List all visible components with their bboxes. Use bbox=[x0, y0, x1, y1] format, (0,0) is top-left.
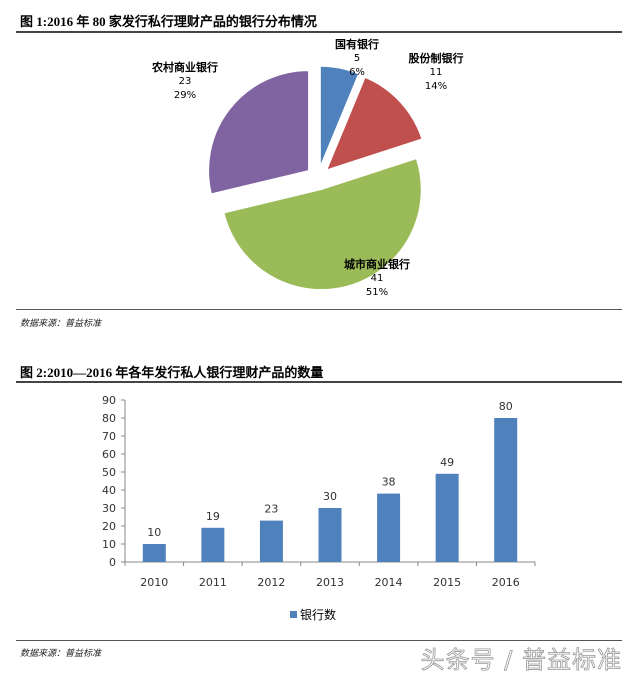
svg-text:80: 80 bbox=[102, 412, 116, 425]
svg-text:2016: 2016 bbox=[492, 576, 520, 589]
pie-label-city-commercial-banks: 城市商业银行 41 51% bbox=[344, 258, 410, 298]
bar-2012 bbox=[259, 520, 283, 562]
svg-text:2012: 2012 bbox=[257, 576, 285, 589]
svg-text:60: 60 bbox=[102, 448, 116, 461]
figure2-bottom-rule bbox=[16, 640, 622, 641]
figure1-title: 图 1:2016 年 80 家发行私行理财产品的银行分布情况 bbox=[20, 14, 317, 29]
bar-legend: 银行数 bbox=[290, 606, 336, 623]
pie-label-rural-commercial-banks: 农村商业银行 23 29% bbox=[152, 61, 218, 101]
watermark: 头条号 / 普益标准 bbox=[420, 646, 622, 675]
svg-text:50: 50 bbox=[102, 466, 116, 479]
figure1-source: 数据来源：普益标准 bbox=[20, 319, 102, 329]
svg-text:2011: 2011 bbox=[199, 576, 227, 589]
bar-2011 bbox=[201, 527, 225, 562]
legend-swatch-icon bbox=[290, 611, 297, 618]
svg-text:30: 30 bbox=[323, 490, 337, 503]
figure2-title: 图 2:2010—2016 年各年发行私人银行理财产品的数量 bbox=[20, 365, 324, 380]
svg-text:0: 0 bbox=[109, 556, 116, 569]
svg-text:20: 20 bbox=[102, 520, 116, 533]
figure2-source: 数据来源：普益标准 bbox=[20, 649, 102, 659]
figure1-bottom-rule bbox=[16, 309, 622, 310]
pie-slice-1 bbox=[325, 76, 423, 171]
pie-label-joint-stock-banks: 股份制银行 11 14% bbox=[408, 52, 464, 92]
svg-text:23: 23 bbox=[264, 503, 278, 516]
bar-2010 bbox=[142, 544, 166, 562]
bar-2014 bbox=[377, 493, 401, 562]
bar-2016 bbox=[494, 418, 518, 562]
svg-text:10: 10 bbox=[147, 526, 161, 539]
svg-text:2010: 2010 bbox=[140, 576, 168, 589]
svg-text:70: 70 bbox=[102, 430, 116, 443]
svg-text:30: 30 bbox=[102, 502, 116, 515]
svg-text:2013: 2013 bbox=[316, 576, 344, 589]
legend-label: 银行数 bbox=[300, 608, 337, 622]
bar-2015 bbox=[435, 473, 459, 562]
bar-2013 bbox=[318, 508, 342, 562]
pie-slice-2 bbox=[223, 158, 422, 291]
svg-text:90: 90 bbox=[102, 394, 116, 407]
svg-text:40: 40 bbox=[102, 484, 116, 497]
figure2-top-rule bbox=[16, 381, 622, 383]
figure1-top-rule bbox=[16, 31, 622, 33]
svg-text:2014: 2014 bbox=[375, 576, 403, 589]
bar-chart: 0 10 20 30 40 50 60 70 80 90 10 2010 19 2011 23 2012 30 2… bbox=[102, 394, 536, 589]
svg-text:80: 80 bbox=[499, 400, 513, 413]
pie-label-state-banks: 国有银行 5 6% bbox=[335, 38, 379, 78]
svg-text:2015: 2015 bbox=[433, 576, 461, 589]
pie-chart bbox=[208, 65, 423, 291]
svg-text:19: 19 bbox=[206, 510, 220, 523]
pie-slice-3 bbox=[208, 70, 310, 195]
pie-slice-0 bbox=[319, 65, 360, 167]
svg-text:10: 10 bbox=[102, 538, 116, 551]
svg-text:49: 49 bbox=[440, 456, 454, 469]
svg-text:38: 38 bbox=[382, 476, 396, 489]
